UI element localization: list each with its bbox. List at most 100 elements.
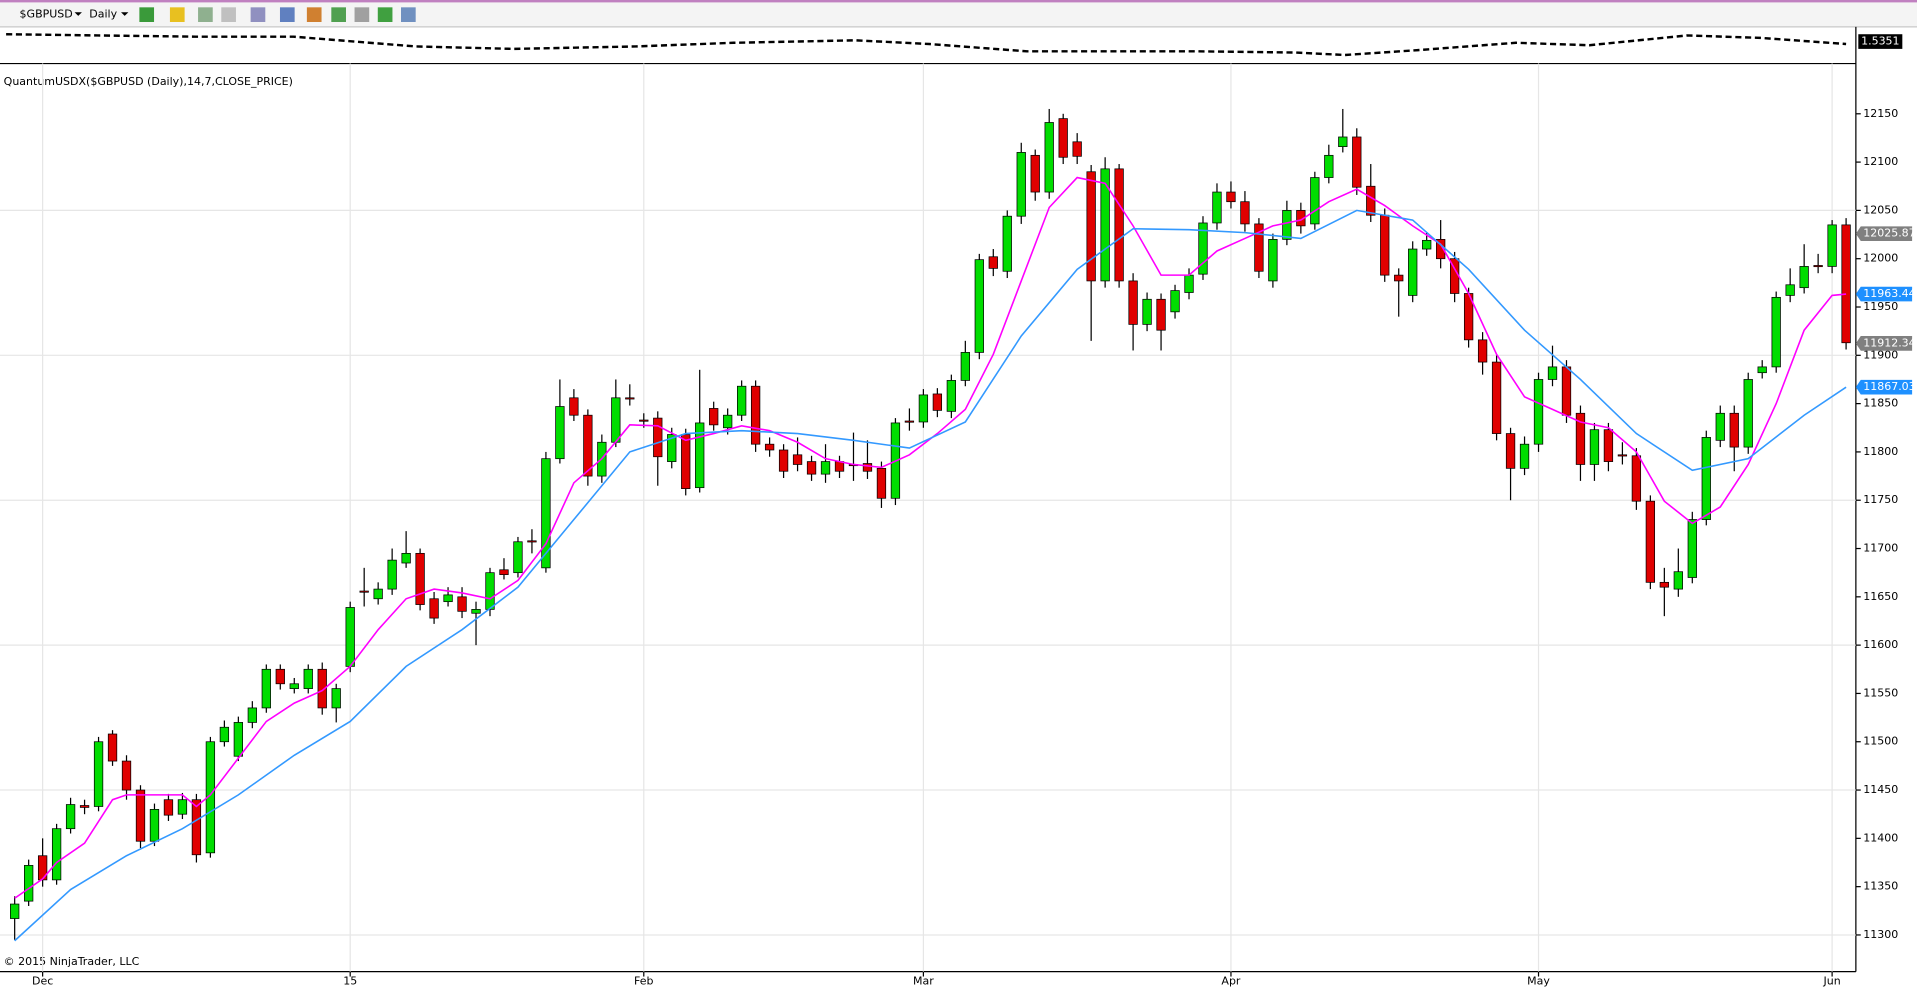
price-marker bbox=[1855, 379, 1913, 395]
candle-body bbox=[1338, 136, 1348, 148]
candle-body bbox=[904, 420, 915, 423]
candle-body bbox=[569, 397, 579, 416]
candle-body bbox=[317, 668, 327, 709]
candle-body bbox=[387, 559, 397, 590]
candle-body bbox=[1366, 185, 1376, 216]
candle-body bbox=[918, 394, 929, 423]
candle-body bbox=[107, 733, 118, 762]
candle-body bbox=[331, 688, 341, 709]
dropdown-arrow bbox=[121, 12, 129, 16]
candle-body bbox=[1198, 222, 1208, 275]
candle-body bbox=[555, 406, 565, 460]
candle-body bbox=[205, 741, 216, 854]
candle-body bbox=[499, 569, 509, 575]
candle-body bbox=[429, 598, 439, 619]
top-pane-marker bbox=[1858, 34, 1903, 49]
candle-body bbox=[1771, 296, 1781, 368]
candle-body bbox=[1030, 154, 1040, 193]
candle-body bbox=[79, 805, 90, 808]
y-tick-label: 11400 bbox=[1863, 831, 1898, 844]
candle-body bbox=[1841, 224, 1851, 344]
candle-body bbox=[527, 540, 537, 543]
candle-body bbox=[373, 588, 383, 600]
candle-body bbox=[1547, 366, 1558, 380]
candle-body bbox=[1757, 366, 1767, 374]
x-tick-label: Dec bbox=[32, 974, 53, 987]
top-pane-value: 1.5351 bbox=[1861, 35, 1900, 48]
candle-body bbox=[261, 668, 271, 709]
candle-body bbox=[471, 609, 481, 614]
x-tick-label: May bbox=[1527, 974, 1550, 987]
zoom-button[interactable] bbox=[279, 7, 295, 22]
price-marker bbox=[1855, 286, 1913, 302]
candle-body bbox=[37, 855, 48, 881]
candle-body bbox=[1645, 500, 1656, 583]
orders-button[interactable] bbox=[377, 7, 393, 22]
candle-body bbox=[10, 903, 20, 919]
candle-body bbox=[639, 419, 649, 422]
y-tick-label: 11900 bbox=[1863, 348, 1898, 361]
candle-body bbox=[1533, 379, 1544, 445]
y-tick-label: 11750 bbox=[1863, 493, 1898, 506]
candle-body bbox=[1827, 224, 1837, 267]
y-tick-label: 12100 bbox=[1863, 155, 1898, 168]
candle-body bbox=[1715, 412, 1725, 441]
candle-body bbox=[541, 458, 551, 569]
properties-button[interactable] bbox=[401, 7, 416, 22]
indicators-button[interactable] bbox=[331, 7, 346, 22]
moving-average bbox=[14, 176, 1847, 899]
candle-body bbox=[485, 572, 495, 610]
candle-body bbox=[862, 463, 873, 472]
candle-body bbox=[667, 434, 677, 462]
top-pane-price bbox=[6, 33, 1847, 57]
candle-body bbox=[1491, 361, 1502, 434]
y-tick-label: 12050 bbox=[1863, 203, 1898, 216]
candle-body bbox=[1561, 366, 1572, 416]
price-marker-label: 11963.44 bbox=[1863, 287, 1916, 300]
candle-body bbox=[834, 461, 845, 472]
x-tick-label: Jun bbox=[1823, 974, 1841, 987]
candle-body bbox=[303, 668, 313, 689]
candle-body bbox=[1002, 215, 1012, 272]
candle-body bbox=[1743, 379, 1753, 448]
candle-body bbox=[1589, 429, 1600, 465]
price-marker bbox=[1855, 336, 1913, 351]
candle-body bbox=[1575, 412, 1586, 465]
candle-body bbox=[1240, 201, 1250, 225]
symbol-selector[interactable]: $GBPUSD bbox=[20, 8, 73, 21]
price-marker-label: 12025.87 bbox=[1863, 227, 1916, 240]
interval-selector[interactable]: Daily bbox=[89, 8, 117, 21]
candle-body bbox=[1142, 298, 1152, 325]
candle-body bbox=[1617, 454, 1628, 457]
moving-average bbox=[14, 209, 1847, 942]
cursor-button[interactable] bbox=[250, 7, 266, 22]
candle-body bbox=[695, 422, 705, 489]
candle-body bbox=[1100, 168, 1110, 282]
draw-button[interactable] bbox=[169, 7, 185, 22]
candle-body bbox=[51, 828, 62, 881]
candle-body bbox=[792, 454, 803, 465]
copyright: © 2015 NinjaTrader, LLC bbox=[4, 955, 140, 968]
candle-body bbox=[583, 414, 593, 477]
candle-body bbox=[149, 808, 160, 842]
candle-body bbox=[1785, 284, 1795, 296]
candle-body bbox=[778, 449, 789, 472]
y-tick-label: 11350 bbox=[1863, 880, 1898, 893]
y-tick-label: 12150 bbox=[1863, 107, 1898, 120]
strategies-button[interactable] bbox=[354, 7, 370, 22]
bars-button[interactable] bbox=[306, 7, 322, 22]
candle-body bbox=[820, 461, 831, 475]
candle-body bbox=[681, 434, 691, 489]
candle-body bbox=[1324, 154, 1334, 178]
y-tick-label: 11500 bbox=[1863, 735, 1898, 748]
candle-body bbox=[1477, 339, 1488, 363]
marker-button[interactable] bbox=[221, 7, 236, 22]
dropdown-arrow bbox=[74, 12, 82, 16]
candle-body bbox=[723, 414, 733, 429]
candle-body bbox=[275, 668, 285, 685]
chart-style-button[interactable] bbox=[139, 7, 155, 22]
marker-button[interactable] bbox=[198, 7, 213, 22]
candle-body bbox=[247, 707, 257, 723]
candle-body bbox=[1212, 191, 1222, 224]
